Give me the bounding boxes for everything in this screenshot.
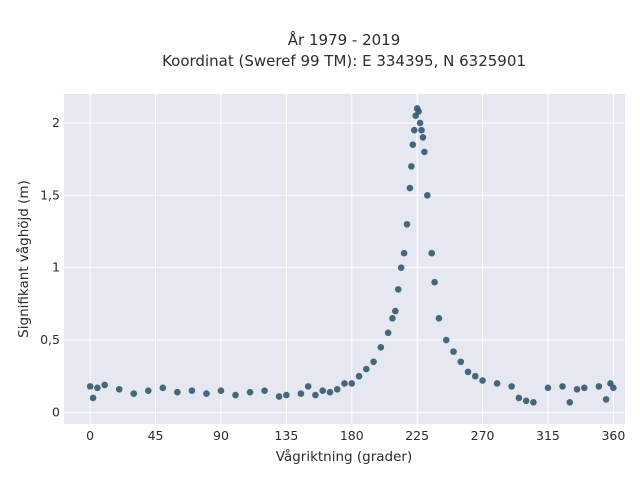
data-point [419,134,427,141]
data-point [389,315,396,322]
data-point [415,108,422,115]
data-point [559,383,566,390]
data-point [144,387,152,395]
data-point [595,383,603,390]
data-point [410,126,418,134]
y-tick-label: 1,5 [40,187,60,202]
x-axis-title: Vågriktning (grader) [276,448,413,465]
data-point [397,264,405,271]
data-point [384,329,392,337]
data-point [232,391,239,399]
data-point [159,384,167,392]
y-tick-label: 0,5 [40,332,60,347]
data-point [246,388,254,396]
data-point [355,372,363,380]
data-point [544,384,552,392]
data-point [508,383,515,390]
data-point [464,368,472,376]
data-point [573,385,581,393]
data-point [392,307,399,315]
data-point [424,192,431,199]
data-point [326,388,334,396]
x-tick-label: 90 [213,428,229,443]
data-point [348,380,356,387]
data-point [421,148,428,156]
data-point [403,220,411,228]
data-point [130,390,138,397]
grid-lines [64,94,625,424]
data-point [101,381,108,389]
data-point [283,391,290,399]
data-point [442,336,450,344]
data-point [377,343,385,351]
data-point [416,119,424,127]
data-point [457,358,465,366]
data-point [217,387,225,395]
data-point [174,388,181,396]
data-point [408,163,415,170]
data-point [333,385,341,393]
data-point [530,398,537,406]
data-point [431,278,438,286]
x-tick-label: 180 [340,428,364,443]
data-point [297,390,305,397]
data-point [312,391,319,399]
data-point [94,384,101,392]
x-tick-label: 315 [536,428,560,443]
data-point [363,365,370,373]
y-tick-labels: 0 0,5 1 1,5 2 [40,115,60,419]
y-tick-label: 1 [52,260,60,275]
data-point [370,358,377,366]
data-point [86,383,94,390]
data-point [515,394,523,402]
data-point [522,397,530,405]
data-point [610,384,617,392]
data-point [203,390,210,397]
data-point [472,372,479,380]
x-tick-labels: 0 45 90 135 180 225 270 315 360 [86,428,625,443]
x-tick-label: 225 [405,428,429,443]
data-point [581,384,588,392]
data-point [341,380,348,387]
data-point [261,387,268,395]
x-tick-label: 135 [274,428,298,443]
data-point [406,184,414,192]
data-point [409,141,417,148]
x-tick-label: 270 [471,428,495,443]
plot-background [64,94,625,424]
y-tick-label: 0 [52,404,60,419]
chart-title-line1: År 1979 - 2019 [288,30,401,49]
data-point [450,348,457,355]
x-tick-label: 45 [148,428,164,443]
data-point [275,393,283,400]
data-point [428,249,436,257]
data-points [86,105,617,406]
data-point [188,387,196,395]
data-point [400,249,408,257]
x-tick-label: 360 [601,428,625,443]
data-point [493,380,501,387]
data-point [418,126,425,134]
data-point [602,396,610,403]
data-point [304,383,312,390]
data-point [319,387,326,395]
y-tick-label: 2 [52,115,60,130]
data-point [394,286,402,293]
data-point [479,377,486,384]
data-point [566,398,574,406]
data-point [89,394,97,402]
data-point [115,385,123,393]
x-tick-label: 0 [86,428,94,443]
data-point [435,315,443,322]
chart-title-line2: Koordinat (Sweref 99 TM): E 334395, N 63… [162,52,526,70]
y-axis-title: Signifikant våghöjd (m) [15,180,32,338]
